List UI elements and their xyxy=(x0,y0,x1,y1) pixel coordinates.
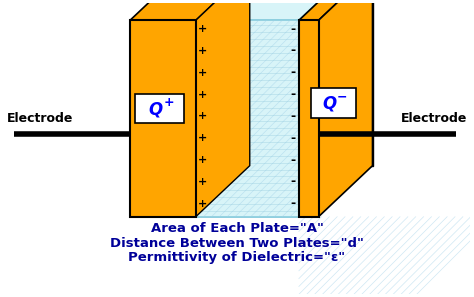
Polygon shape xyxy=(196,0,353,20)
Text: +: + xyxy=(198,111,207,121)
Text: +: + xyxy=(164,96,175,109)
Text: +: + xyxy=(198,68,207,78)
Bar xyxy=(196,20,299,217)
Polygon shape xyxy=(319,0,373,217)
Text: -: - xyxy=(291,88,295,101)
Polygon shape xyxy=(184,0,250,166)
Text: -: - xyxy=(291,66,295,79)
Text: -: - xyxy=(291,175,295,188)
Text: -: - xyxy=(291,110,295,123)
Polygon shape xyxy=(196,166,353,217)
Text: Q: Q xyxy=(148,101,163,119)
Polygon shape xyxy=(196,0,250,217)
Text: +: + xyxy=(198,46,207,56)
FancyBboxPatch shape xyxy=(310,88,356,118)
Text: -: - xyxy=(291,154,295,167)
FancyBboxPatch shape xyxy=(135,94,184,124)
Text: +: + xyxy=(198,133,207,143)
Polygon shape xyxy=(130,0,250,20)
Bar xyxy=(130,20,196,217)
Text: +: + xyxy=(198,24,207,34)
Text: Electrode: Electrode xyxy=(401,112,467,125)
Text: +: + xyxy=(198,177,207,187)
Text: -: - xyxy=(291,23,295,36)
Text: Permittivity of Dielectric="ε": Permittivity of Dielectric="ε" xyxy=(128,252,346,265)
Polygon shape xyxy=(353,0,373,166)
Text: -: - xyxy=(291,132,295,145)
Text: Q: Q xyxy=(322,95,337,113)
Text: −: − xyxy=(337,91,347,103)
Text: Area of Each Plate="A": Area of Each Plate="A" xyxy=(151,222,323,235)
Text: +: + xyxy=(198,90,207,99)
Text: -: - xyxy=(291,197,295,210)
Text: Electrode: Electrode xyxy=(7,112,73,125)
Text: +: + xyxy=(198,199,207,209)
Text: +: + xyxy=(198,155,207,165)
Bar xyxy=(299,20,319,217)
Polygon shape xyxy=(299,0,373,20)
Text: -: - xyxy=(291,45,295,57)
Text: Distance Between Two Plates="d": Distance Between Two Plates="d" xyxy=(110,237,364,250)
Polygon shape xyxy=(250,0,353,166)
Polygon shape xyxy=(299,0,353,217)
